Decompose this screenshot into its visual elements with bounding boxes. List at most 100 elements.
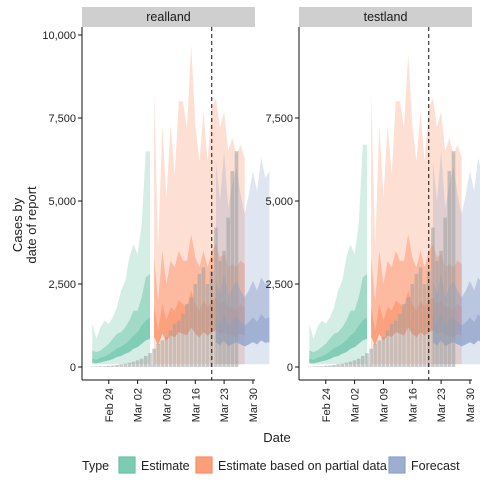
reported-bar	[345, 363, 349, 367]
reported-bar	[390, 324, 394, 367]
x-tick-label: Feb 24	[321, 388, 333, 422]
x-tick-label: Mar 30	[248, 388, 260, 422]
reported-bar	[165, 337, 169, 367]
reported-bar	[423, 284, 427, 367]
reported-bar	[124, 364, 128, 367]
reported-bar	[332, 365, 336, 367]
reported-bar	[402, 304, 406, 367]
reported-bar	[316, 366, 320, 367]
reported-bar	[99, 366, 103, 367]
x-tick-label: Mar 02	[350, 388, 362, 422]
y-tick-label: 7,500	[48, 113, 76, 125]
reported-bar	[111, 366, 115, 368]
legend-label-estimate: Estimate	[141, 459, 190, 473]
reported-bar	[382, 337, 386, 367]
x-tick-label: Mar 30	[465, 388, 477, 422]
reported-bar	[194, 284, 198, 367]
reported-bar	[181, 314, 185, 367]
reported-bar	[435, 261, 439, 367]
x-tick-label: Mar 02	[133, 388, 145, 422]
panel-strip-label: testland	[364, 10, 408, 24]
reported-bar	[448, 171, 452, 367]
reported-bar	[115, 365, 119, 367]
y-tick-label: 0	[287, 362, 293, 374]
reported-bar	[452, 151, 456, 367]
reported-bar	[136, 360, 140, 367]
reported-bar	[419, 267, 423, 367]
y-tick-label: 10,000	[42, 30, 76, 42]
reported-bar	[222, 251, 226, 367]
reported-bar	[185, 304, 189, 367]
reported-bar	[406, 297, 410, 367]
x-axis-title: Date	[263, 430, 290, 445]
reported-bar	[95, 367, 99, 368]
legend-swatch-estimate-based-on-partial-data	[196, 457, 212, 473]
reported-bar	[107, 366, 111, 367]
y-tick-label: 7,500	[265, 113, 293, 125]
legend-swatch-forecast	[389, 457, 405, 473]
legend-swatch-estimate	[119, 457, 135, 473]
reported-bar	[336, 364, 340, 367]
reported-bar	[324, 366, 328, 367]
reported-bar	[235, 151, 239, 367]
reported-bar	[353, 360, 357, 367]
reported-bar	[439, 251, 443, 367]
reported-bar	[173, 324, 177, 367]
panel-realland: realland 0 2,500 5,000 7,500 10,000 Feb 24 Mar …	[42, 7, 269, 422]
reported-bar	[328, 366, 332, 368]
y-tick-label: 5,000	[265, 196, 293, 208]
reported-bar	[177, 321, 181, 368]
reported-bar	[169, 331, 173, 368]
y-tick-label: 2,500	[265, 279, 293, 291]
legend-title: Type	[82, 459, 109, 473]
y-axis-title-line2: date of report	[24, 186, 39, 264]
reported-bar	[119, 364, 123, 367]
x-tick-label: Mar 09	[378, 388, 390, 422]
panel-strip-label: realland	[146, 10, 191, 24]
reported-bar	[198, 274, 202, 367]
x-tick-label: Feb 24	[104, 388, 116, 422]
reported-bar	[312, 367, 316, 368]
reported-bar	[398, 314, 402, 367]
reported-bar	[394, 321, 398, 368]
reported-bar	[369, 349, 373, 367]
y-tick-label: 5,000	[48, 196, 76, 208]
reported-bar	[132, 362, 136, 367]
reported-bar	[340, 364, 344, 367]
x-tick-label: Mar 23	[219, 388, 231, 422]
reported-bar	[365, 353, 369, 367]
reported-bar	[361, 356, 365, 367]
reported-bar	[320, 366, 324, 367]
panel-testland: testland 0 2,500 5,000 7,500 Feb 24 Mar 02 Mar …	[265, 7, 480, 422]
reported-bar	[231, 171, 235, 367]
legend: Type Estimate Estimate based on partial d…	[82, 457, 460, 473]
reported-bar	[431, 228, 435, 367]
reported-bar	[386, 331, 390, 368]
reported-bar	[214, 228, 218, 367]
y-tick-label: 0	[70, 362, 76, 374]
x-tick-label: Mar 16	[190, 388, 202, 422]
reported-bar	[140, 359, 144, 367]
reported-bar	[156, 344, 160, 367]
x-tick-label: Mar 09	[161, 388, 173, 422]
reported-bar	[152, 349, 156, 367]
reported-bar	[206, 284, 210, 367]
reported-bar	[148, 353, 152, 367]
x-tick-label: Mar 23	[436, 388, 448, 422]
reported-bar	[103, 366, 107, 367]
reported-bar	[411, 284, 415, 367]
reported-bar	[218, 261, 222, 367]
legend-label-forecast: Forecast	[411, 459, 460, 473]
reported-bar	[415, 274, 419, 367]
legend-label-estimate-based-on-partial-data: Estimate based on partial data	[218, 459, 387, 473]
reported-bar	[378, 340, 382, 367]
reported-bar	[443, 218, 447, 367]
y-tick-label: 2,500	[48, 279, 76, 291]
reported-bar	[128, 363, 132, 367]
x-tick-label: Mar 16	[407, 388, 419, 422]
reported-bar	[357, 359, 361, 367]
reported-bar	[161, 340, 165, 367]
y-axis-title-line1: Cases by	[10, 197, 25, 252]
